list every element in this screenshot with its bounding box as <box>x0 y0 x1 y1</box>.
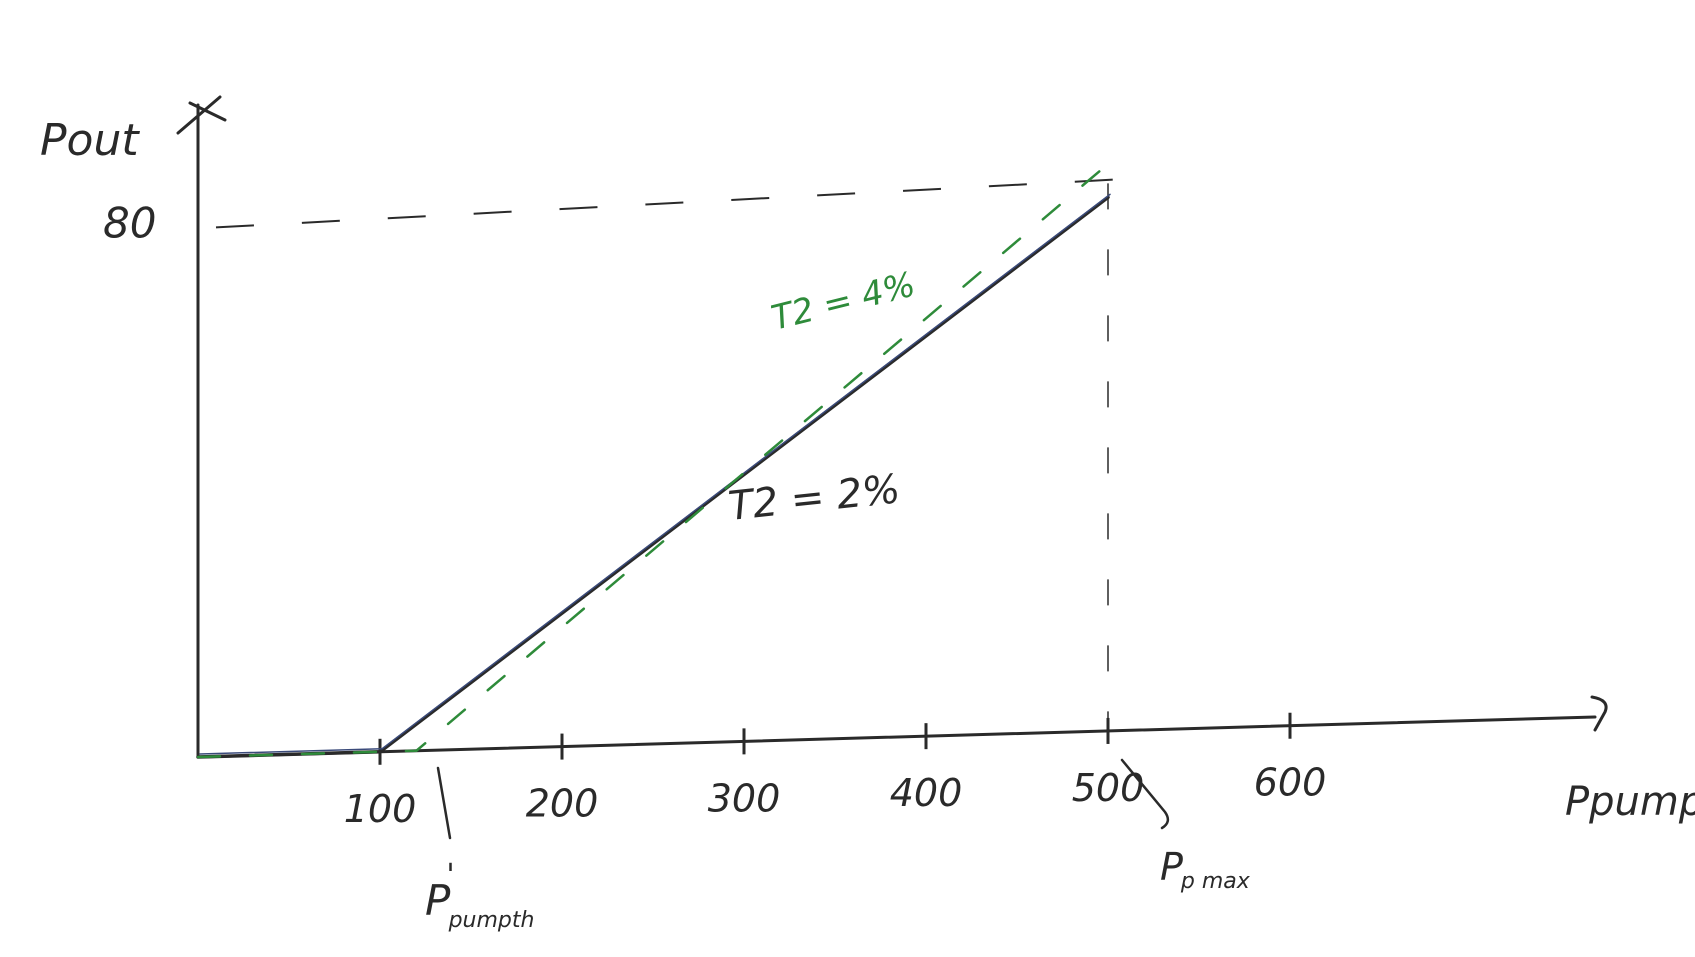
max-main: P <box>1160 845 1183 889</box>
reference-line-horizontal <box>215 178 1119 229</box>
x-axis-arrow-icon <box>1590 695 1608 732</box>
x-axis-label: Ppump <box>1565 779 1695 825</box>
threshold-prime: ' <box>446 858 454 893</box>
y-tick-labels: 80 <box>103 198 156 247</box>
x-tick-label-600: 600 <box>1254 761 1327 805</box>
y-tick-label-80: 80 <box>103 198 156 247</box>
y-axis-label: Pout <box>40 115 140 166</box>
x-tick-label-400: 400 <box>890 771 963 815</box>
max-pointer <box>1120 758 1170 830</box>
threshold-pointer <box>436 766 452 840</box>
series-line-0-stroke2 <box>199 193 1111 755</box>
threshold-label: P' pumpth <box>425 858 534 933</box>
y-axis-arrow-icon <box>176 95 227 135</box>
series-label-t2-2: T2 = 2% <box>726 466 902 530</box>
series-label-t2-4: T2 = 4% <box>768 264 920 338</box>
series-layer <box>196 162 1111 759</box>
x-tick-label-200: 200 <box>526 782 599 826</box>
series-line-1 <box>196 162 1110 759</box>
max-sub: p max <box>1180 869 1251 894</box>
threshold-main: P <box>425 876 451 925</box>
x-tick-labels: 100 200 300 400 500 600 <box>344 761 1327 831</box>
max-label: Pp max <box>1160 845 1251 894</box>
threshold-sub: pumpth <box>448 908 535 933</box>
x-axis <box>196 715 1597 759</box>
x-tick-label-300: 300 <box>708 776 781 820</box>
x-tick-label-100: 100 <box>344 787 417 831</box>
